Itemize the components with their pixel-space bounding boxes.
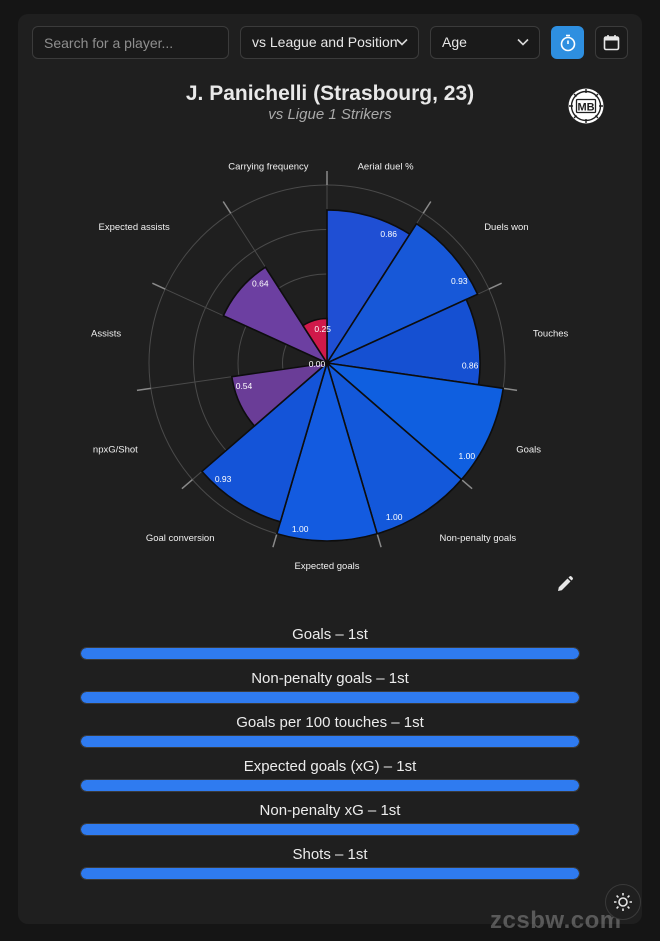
value-label: 0.86	[462, 361, 479, 371]
polar-wedge	[324, 361, 505, 481]
category-label: Non-penalty goals	[440, 533, 517, 544]
player-search-input[interactable]	[32, 26, 229, 59]
grid-spoke-tick	[503, 387, 518, 392]
age-select[interactable]: Age	[430, 26, 540, 59]
percentile-row: Goals per 100 touches – 1st	[80, 712, 580, 756]
percentile-label: Goals – 1st	[292, 626, 368, 643]
percentile-label: Non-penalty goals – 1st	[251, 670, 409, 687]
percentile-row: Non-penalty xG – 1st	[80, 800, 580, 844]
value-label: 1.00	[292, 524, 309, 534]
percentile-bar	[80, 823, 580, 836]
grid-spoke-tick	[376, 533, 382, 548]
value-label: 0.25	[314, 324, 331, 334]
player-card: vs League and Position Age J. Panichelli…	[18, 14, 642, 934]
percentile-label: Goals per 100 touches – 1st	[236, 714, 424, 731]
category-label: npxG/Shot	[93, 444, 138, 455]
grid-spoke-tick	[422, 201, 432, 214]
percentile-bar	[80, 867, 580, 880]
category-label: Goals	[516, 444, 541, 455]
value-label: 0.93	[451, 276, 468, 286]
category-label: Expected goals	[295, 561, 360, 572]
category-label: Assists	[91, 328, 121, 339]
chevron-down-icon	[517, 38, 529, 46]
stopwatch-button[interactable]	[551, 26, 584, 59]
value-label: 1.00	[386, 512, 403, 522]
percentile-row: Goals – 1st	[80, 624, 580, 668]
brand-logo: MB	[568, 88, 604, 124]
category-label: Aerial duel %	[358, 161, 415, 172]
percentile-bar-fill	[81, 868, 579, 879]
brand-logo-text: MB	[577, 102, 594, 114]
percentile-bar-fill	[81, 648, 579, 659]
category-label: Touches	[533, 328, 569, 339]
polar-wedge	[301, 317, 328, 366]
polar-wedge	[275, 360, 379, 542]
percentile-bar-fill	[81, 736, 579, 747]
polar-wedge	[325, 360, 463, 535]
chart-title: J. Panichelli (Strasbourg, 23)	[185, 82, 475, 105]
stopwatch-icon	[560, 34, 575, 51]
percentile-bars: Goals – 1st Non-penalty goals – 1st Goals …	[80, 624, 580, 888]
center-value-label: 0.00	[309, 359, 326, 369]
percentile-bar-fill	[81, 692, 579, 703]
grid-spoke-tick	[181, 478, 193, 490]
percentile-row: Shots – 1st	[80, 844, 580, 888]
polar-chart: 0.86 0.93 0.86 1.00 1.00 1.00 0.93 0.54 0.64 0.25…	[91, 161, 569, 572]
category-label: Goal conversion	[146, 533, 215, 544]
grid-spoke-tick	[152, 282, 166, 290]
polar-wedge	[200, 360, 329, 523]
sun-icon	[614, 893, 632, 911]
value-label: 0.64	[252, 278, 269, 288]
grid-spoke-tick	[461, 478, 473, 490]
chevron-down-icon	[396, 38, 408, 46]
chart-subtitle: vs Ligue 1 Strikers	[268, 106, 392, 123]
watermark: zcsbw.com	[490, 907, 622, 934]
theme-toggle-button[interactable]	[605, 884, 641, 920]
grid-spoke-tick	[272, 533, 278, 548]
percentile-label: Shots – 1st	[292, 846, 368, 863]
percentile-row: Non-penalty goals – 1st	[80, 668, 580, 712]
percentile-bar-fill	[81, 824, 579, 835]
value-label: 0.86	[380, 229, 397, 239]
toolbar: vs League and Position Age	[32, 26, 628, 60]
age-select-value: Age	[442, 34, 467, 50]
comparison-select-value: vs League and Position	[252, 34, 398, 50]
polar-wedge	[222, 266, 330, 365]
percentile-bar	[80, 691, 580, 704]
polar-wedge	[230, 361, 330, 428]
value-label: 1.00	[459, 451, 476, 461]
percentile-label: Non-penalty xG – 1st	[259, 802, 401, 819]
category-label: Carrying frequency	[228, 161, 309, 172]
grid-spoke-tick	[222, 201, 232, 214]
value-label: 0.54	[236, 381, 253, 391]
value-label: 0.93	[215, 474, 232, 484]
percentile-row: Expected goals (xG) – 1st	[80, 756, 580, 800]
polar-wedge	[324, 298, 481, 386]
category-label: Expected assists	[99, 222, 171, 233]
category-label: Duels won	[484, 222, 528, 233]
percentile-bar	[80, 647, 580, 660]
calendar-button[interactable]	[595, 26, 628, 59]
comparison-select[interactable]: vs League and Position	[240, 26, 419, 59]
percentile-bar-fill	[81, 780, 579, 791]
polar-wedge	[326, 209, 411, 366]
calendar-icon	[603, 35, 620, 51]
percentile-bar	[80, 779, 580, 792]
edit-icon[interactable]	[556, 575, 574, 593]
grid-spoke-tick	[136, 387, 151, 392]
percentile-bar	[80, 735, 580, 748]
polar-wedge	[324, 222, 479, 365]
grid-spoke-tick	[488, 282, 502, 290]
percentile-label: Expected goals (xG) – 1st	[243, 758, 417, 775]
